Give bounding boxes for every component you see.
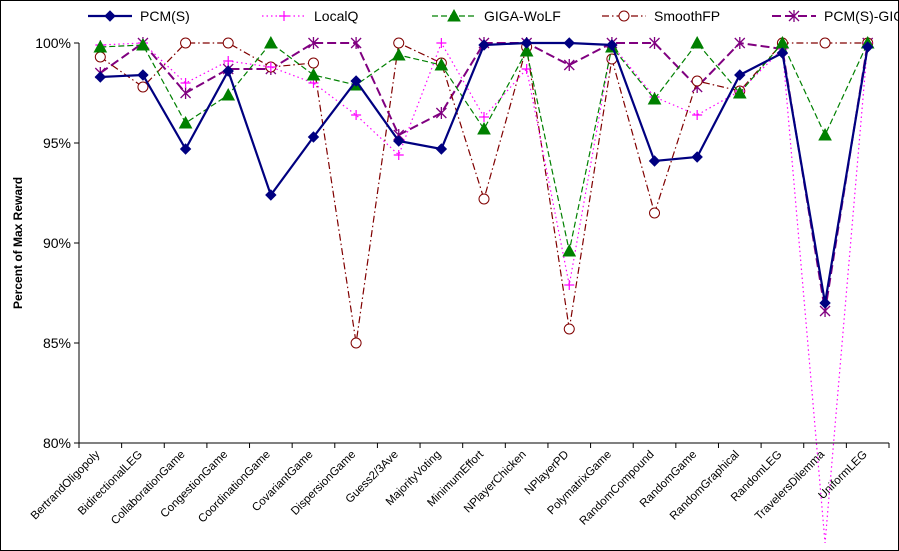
data-point bbox=[307, 57, 319, 69]
data-point bbox=[478, 193, 490, 205]
data-point bbox=[391, 47, 406, 61]
series-giga-wolf bbox=[93, 35, 875, 257]
data-point bbox=[350, 75, 362, 87]
data-point bbox=[180, 37, 192, 49]
data-point bbox=[94, 51, 106, 63]
data-point bbox=[819, 37, 831, 49]
data-point bbox=[562, 243, 577, 257]
legend-item: PCM(S)-GIGA bbox=[772, 8, 899, 24]
data-point bbox=[221, 87, 236, 101]
data-point bbox=[690, 35, 705, 49]
legend: PCM(S) LocalQ GIGA-WoLF SmoothFP PCM(S)-GIGA bbox=[88, 8, 899, 24]
legend-label: LocalQ bbox=[314, 8, 358, 24]
data-point bbox=[179, 143, 192, 155]
legend-label: SmoothFP bbox=[654, 8, 720, 24]
data-point bbox=[563, 59, 575, 71]
data-point bbox=[435, 107, 447, 119]
legend-label: PCM(S) bbox=[140, 8, 190, 24]
data-point-legend bbox=[104, 10, 116, 22]
series-group bbox=[93, 35, 875, 544]
y-axis-label: Percent of Max Reward bbox=[11, 177, 25, 309]
y-tick-label: 90% bbox=[43, 235, 71, 251]
data-point bbox=[477, 121, 491, 135]
data-point bbox=[563, 323, 575, 335]
data-point bbox=[222, 65, 234, 77]
data-point bbox=[818, 127, 832, 141]
data-point bbox=[819, 297, 831, 309]
data-point bbox=[180, 78, 191, 88]
series-pcm-s- bbox=[94, 37, 874, 309]
legend-item: GIGA-WoLF bbox=[432, 8, 561, 24]
legend-item: SmoothFP bbox=[602, 8, 720, 24]
data-point bbox=[436, 38, 447, 48]
data-point bbox=[435, 143, 448, 155]
data-point bbox=[734, 37, 746, 49]
data-point bbox=[350, 337, 362, 349]
data-point bbox=[732, 85, 747, 99]
y-ticks: 80% 85% 90% 95% 100% bbox=[35, 35, 79, 451]
data-point bbox=[649, 37, 660, 49]
data-point bbox=[691, 151, 703, 163]
data-point bbox=[306, 67, 321, 81]
data-point bbox=[223, 56, 234, 66]
data-point bbox=[734, 69, 746, 81]
data-point bbox=[434, 57, 449, 71]
data-point bbox=[649, 207, 661, 219]
data-point bbox=[350, 37, 362, 49]
data-point bbox=[606, 39, 618, 51]
legend-item: PCM(S) bbox=[88, 8, 190, 24]
data-point bbox=[351, 110, 362, 120]
data-point bbox=[265, 62, 276, 72]
legend-label: PCM(S)-GIGA bbox=[824, 8, 899, 24]
data-point bbox=[564, 280, 575, 290]
data-point-legend bbox=[618, 10, 630, 22]
data-point bbox=[393, 150, 404, 160]
data-point bbox=[520, 37, 533, 49]
data-point-legend bbox=[279, 11, 289, 21]
data-point bbox=[307, 131, 320, 143]
data-point bbox=[393, 135, 405, 147]
data-point bbox=[308, 37, 319, 49]
data-point bbox=[519, 43, 534, 57]
data-point bbox=[393, 37, 405, 49]
y-tick-label: 100% bbox=[35, 35, 71, 51]
data-point-legend bbox=[788, 10, 800, 22]
legend-label: GIGA-WoLF bbox=[484, 8, 561, 24]
data-point bbox=[263, 35, 278, 49]
data-point bbox=[137, 69, 149, 81]
y-tick-label: 95% bbox=[43, 135, 71, 151]
data-point bbox=[94, 71, 107, 83]
data-point bbox=[692, 110, 703, 120]
y-tick-label: 80% bbox=[43, 435, 71, 451]
data-point-legend bbox=[447, 8, 461, 22]
data-point bbox=[563, 37, 575, 49]
data-point bbox=[648, 155, 661, 167]
data-point bbox=[180, 87, 192, 99]
data-point bbox=[776, 47, 789, 59]
data-point bbox=[93, 39, 108, 53]
series-smoothfp bbox=[94, 37, 874, 349]
y-tick-label: 85% bbox=[43, 335, 71, 351]
data-point bbox=[265, 189, 277, 201]
data-point bbox=[478, 39, 490, 51]
data-point bbox=[479, 112, 489, 122]
data-point bbox=[178, 115, 193, 129]
data-point bbox=[137, 81, 149, 93]
data-point bbox=[136, 37, 150, 51]
data-point bbox=[647, 91, 662, 105]
data-point bbox=[861, 41, 874, 53]
data-point bbox=[222, 37, 234, 49]
legend-item: LocalQ bbox=[262, 8, 358, 24]
data-point bbox=[691, 75, 703, 87]
